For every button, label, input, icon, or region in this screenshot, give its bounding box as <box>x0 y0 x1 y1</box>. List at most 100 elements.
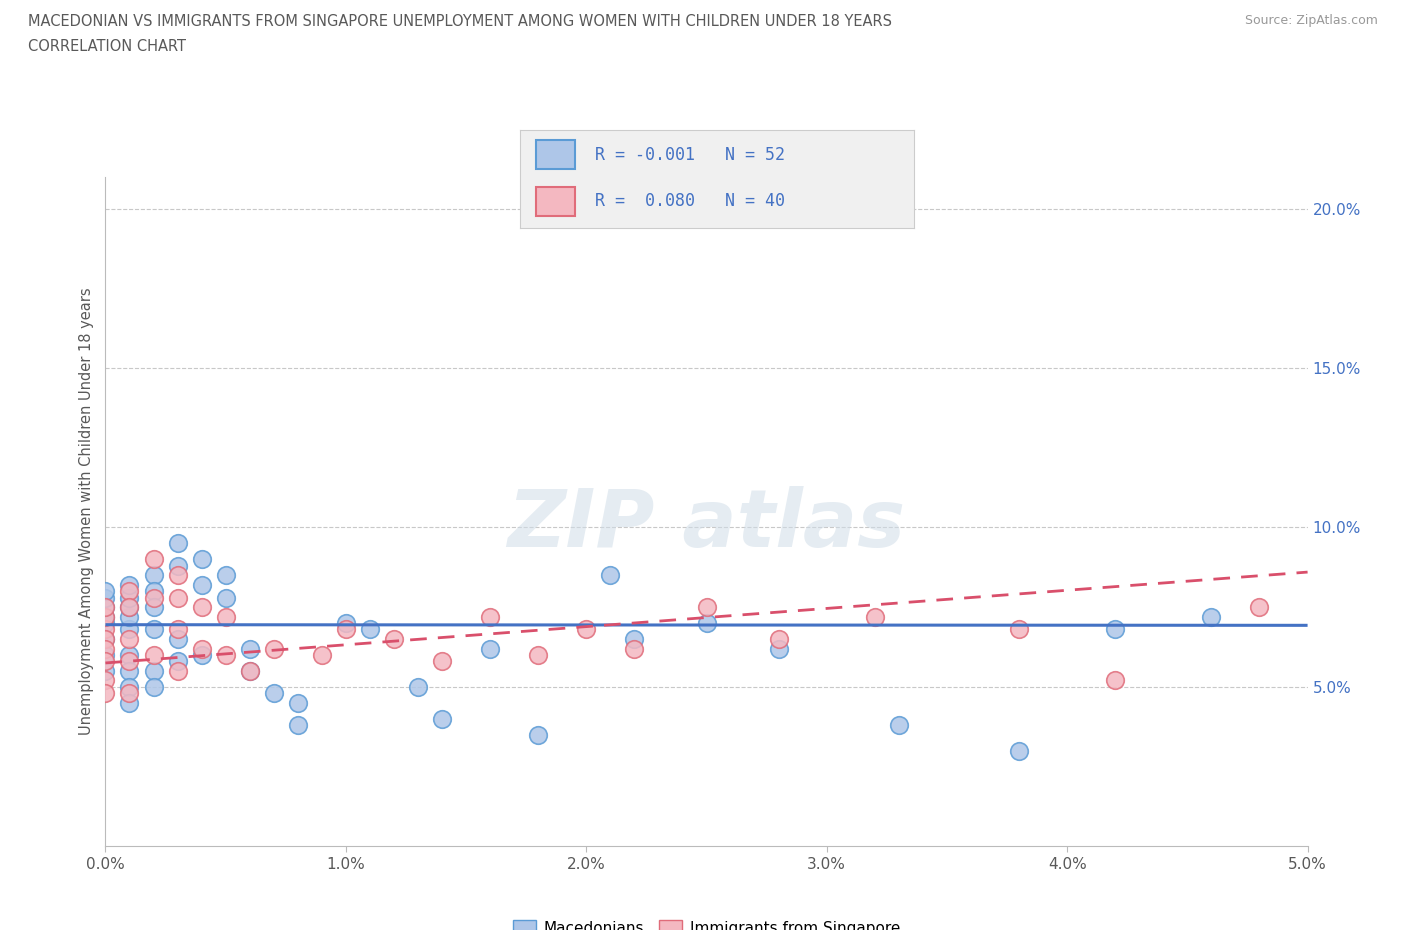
Point <box>311 647 333 662</box>
Point <box>406 680 429 695</box>
Point <box>94 647 117 662</box>
Point <box>166 654 188 669</box>
Point <box>479 609 502 624</box>
Point <box>768 641 790 656</box>
Point <box>287 718 309 733</box>
Point <box>430 654 453 669</box>
Point <box>190 578 212 592</box>
Point <box>118 600 141 615</box>
Text: R = -0.001   N = 52: R = -0.001 N = 52 <box>595 146 785 164</box>
Point <box>142 584 165 599</box>
Point <box>142 600 165 615</box>
Point <box>527 727 550 742</box>
Point <box>166 622 188 637</box>
Point <box>696 616 718 631</box>
Point <box>118 622 141 637</box>
Point <box>94 631 117 646</box>
Point <box>335 622 357 637</box>
Point <box>287 696 309 711</box>
Point <box>94 673 117 688</box>
Point <box>166 536 188 551</box>
Point <box>118 600 141 615</box>
Point <box>118 578 141 592</box>
Point <box>335 616 357 631</box>
Point <box>768 631 790 646</box>
Point <box>118 609 141 624</box>
Point <box>166 663 188 678</box>
Point <box>142 622 165 637</box>
Point <box>527 647 550 662</box>
Point <box>1008 743 1031 758</box>
Point <box>94 622 117 637</box>
Point <box>1201 609 1223 624</box>
Point <box>166 558 188 573</box>
Text: Source: ZipAtlas.com: Source: ZipAtlas.com <box>1244 14 1378 27</box>
Text: MACEDONIAN VS IMMIGRANTS FROM SINGAPORE UNEMPLOYMENT AMONG WOMEN WITH CHILDREN U: MACEDONIAN VS IMMIGRANTS FROM SINGAPORE … <box>28 14 893 29</box>
Point <box>94 641 117 656</box>
Point <box>479 641 502 656</box>
Point <box>142 647 165 662</box>
Point <box>190 641 212 656</box>
Point <box>1104 622 1126 637</box>
Point <box>118 663 141 678</box>
Point <box>94 654 117 669</box>
Point <box>142 680 165 695</box>
Point <box>142 568 165 583</box>
Point <box>94 631 117 646</box>
Point <box>118 654 141 669</box>
Point <box>1249 600 1271 615</box>
Point <box>239 663 262 678</box>
Point <box>94 584 117 599</box>
Point <box>142 551 165 566</box>
Point <box>118 680 141 695</box>
Point <box>863 609 886 624</box>
Point <box>166 631 188 646</box>
Point <box>166 568 188 583</box>
Point <box>214 647 236 662</box>
Point <box>118 696 141 711</box>
Point <box>575 622 598 637</box>
Point <box>94 600 117 615</box>
FancyBboxPatch shape <box>536 187 575 216</box>
Point <box>214 591 236 605</box>
Point <box>1008 622 1031 637</box>
Point <box>94 685 117 700</box>
Point <box>94 609 117 624</box>
Legend: Macedonians, Immigrants from Singapore: Macedonians, Immigrants from Singapore <box>506 914 907 930</box>
Point <box>190 551 212 566</box>
Point <box>214 568 236 583</box>
Point <box>359 622 381 637</box>
Point <box>166 591 188 605</box>
Point <box>142 663 165 678</box>
Point <box>623 631 645 646</box>
Point <box>94 609 117 624</box>
Point <box>118 631 141 646</box>
Point <box>94 663 117 678</box>
Text: R =  0.080   N = 40: R = 0.080 N = 40 <box>595 193 785 210</box>
Point <box>887 718 910 733</box>
Point <box>142 591 165 605</box>
Point <box>94 591 117 605</box>
FancyBboxPatch shape <box>536 140 575 169</box>
Point <box>190 647 212 662</box>
Point <box>118 584 141 599</box>
Point <box>118 685 141 700</box>
Point <box>239 663 262 678</box>
Point <box>190 600 212 615</box>
Point <box>696 600 718 615</box>
Point <box>263 685 285 700</box>
Point <box>118 647 141 662</box>
Y-axis label: Unemployment Among Women with Children Under 18 years: Unemployment Among Women with Children U… <box>79 287 94 736</box>
Point <box>239 641 262 656</box>
Point <box>382 631 405 646</box>
Text: ZIP atlas: ZIP atlas <box>508 485 905 564</box>
Point <box>94 616 117 631</box>
Point <box>263 641 285 656</box>
Point <box>214 609 236 624</box>
Point <box>1104 673 1126 688</box>
Point <box>94 600 117 615</box>
Point <box>599 568 621 583</box>
Point <box>623 641 645 656</box>
Text: CORRELATION CHART: CORRELATION CHART <box>28 39 186 54</box>
Point <box>118 591 141 605</box>
